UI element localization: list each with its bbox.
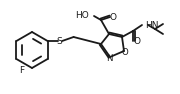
Text: S: S	[57, 36, 62, 45]
Text: N: N	[106, 54, 112, 63]
Text: O: O	[109, 13, 116, 22]
Text: HO: HO	[75, 11, 89, 20]
Text: O: O	[133, 38, 140, 47]
Text: HN: HN	[145, 20, 159, 30]
Text: F: F	[19, 66, 24, 75]
Text: O: O	[122, 48, 128, 57]
